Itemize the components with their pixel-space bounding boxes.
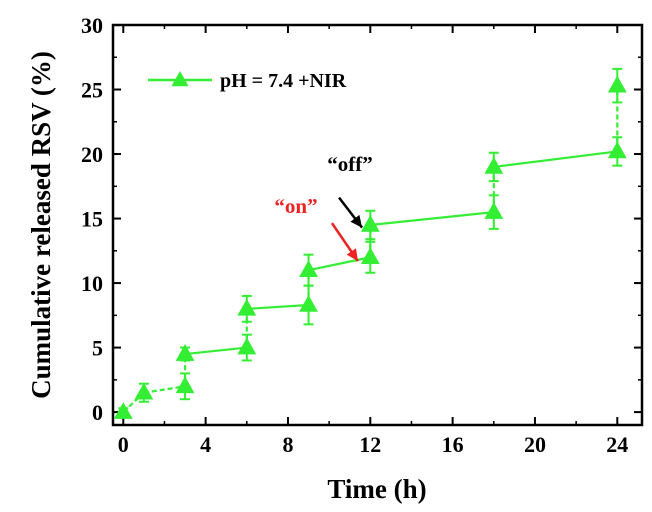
annotation-arrowhead: [346, 248, 358, 262]
y-tick-label: 0: [92, 400, 103, 425]
data-point: [299, 260, 318, 277]
y-tick-label: 10: [81, 271, 103, 296]
series-line-segment: [493, 150, 618, 169]
series-line-segment: [308, 256, 371, 272]
x-axis-title: Time (h): [327, 474, 426, 504]
series-layer: [113, 67, 627, 419]
legend-marker: [171, 71, 189, 87]
y-tick-label: 30: [81, 13, 103, 38]
axis-ticks: 0 4 8 12 16 20 24 0 5 10 15 20 25 30: [81, 13, 642, 457]
annotation-label: “on”: [274, 194, 317, 218]
series-line-segment: [370, 211, 494, 227]
x-tick-label: 4: [200, 432, 211, 457]
data-point: [607, 75, 627, 93]
plot-frame: [111, 23, 644, 427]
data-point: [607, 141, 627, 159]
data-point: [360, 247, 380, 265]
data-point: [237, 298, 257, 316]
data-point: [113, 402, 133, 419]
data-point: [237, 337, 257, 355]
y-tick-label: 25: [81, 78, 103, 103]
data-point: [134, 382, 154, 400]
data-point: [484, 202, 504, 219]
series-line-segment: [184, 346, 247, 356]
y-tick-label: 20: [81, 142, 103, 167]
x-tick-label: 24: [606, 432, 628, 457]
x-tick-label: 16: [442, 432, 464, 457]
series-line-segment: [143, 385, 186, 394]
series-line-segment: [246, 303, 309, 310]
x-tick-label: 8: [282, 432, 293, 457]
y-tick-label: 15: [81, 207, 103, 232]
y-tick-label: 5: [92, 336, 103, 361]
annotations: “on” “off”: [274, 152, 373, 262]
x-tick-label: 0: [118, 432, 129, 457]
y-axis-title: Cumulative released RSV (%): [26, 51, 56, 399]
data-point: [175, 376, 195, 394]
data-point: [360, 214, 380, 232]
legend: pH = 7.4 +NIR: [148, 70, 347, 92]
x-tick-label: 20: [524, 432, 546, 457]
annotation-arrowhead: [350, 214, 363, 228]
annotation-label: “off”: [327, 152, 373, 176]
x-tick-label: 12: [359, 432, 381, 457]
data-point: [299, 294, 318, 312]
data-point: [175, 344, 195, 361]
data-point: [484, 156, 504, 174]
legend-label: pH = 7.4 +NIR: [220, 70, 347, 92]
